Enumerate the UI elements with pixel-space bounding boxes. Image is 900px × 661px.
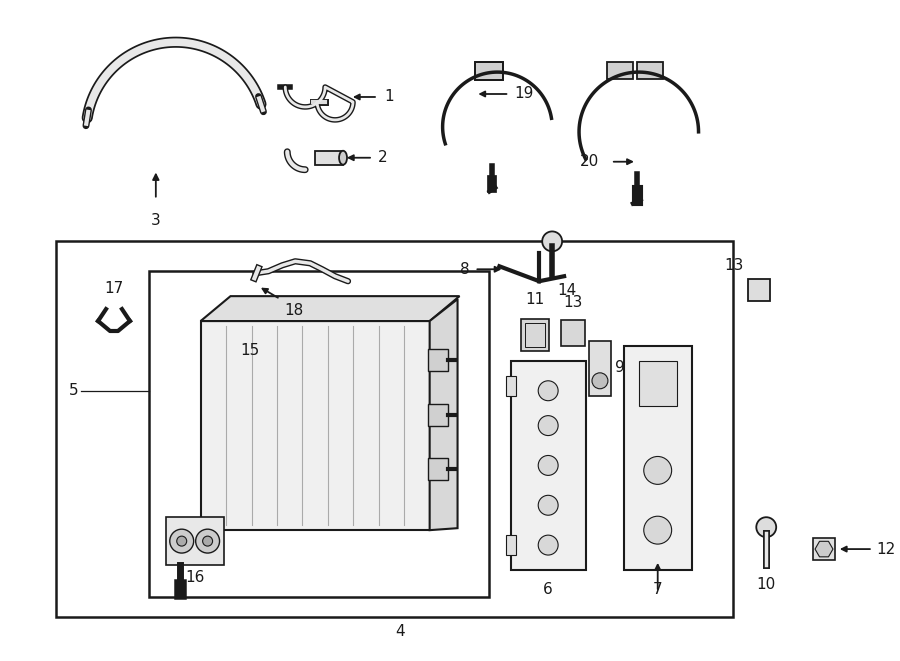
Circle shape	[538, 455, 558, 475]
Bar	[428, 404, 447, 426]
Bar	[624, 346, 691, 570]
Polygon shape	[815, 541, 833, 557]
Text: 12: 12	[877, 541, 896, 557]
Bar	[526, 323, 545, 347]
Bar	[607, 62, 633, 79]
Bar	[637, 62, 662, 79]
Bar	[428, 349, 447, 371]
Text: 13: 13	[724, 258, 743, 273]
Bar	[507, 376, 517, 396]
Text: 2: 2	[378, 150, 388, 165]
Text: 3: 3	[151, 214, 161, 229]
Circle shape	[644, 457, 671, 485]
Circle shape	[538, 381, 558, 401]
Bar	[813, 538, 835, 560]
Text: 4: 4	[395, 624, 405, 639]
Ellipse shape	[339, 151, 347, 165]
Circle shape	[538, 535, 558, 555]
Text: 5: 5	[69, 383, 79, 398]
Bar	[639, 361, 677, 406]
Circle shape	[176, 536, 186, 546]
Text: 7: 7	[652, 582, 662, 597]
Bar	[201, 321, 429, 530]
Text: 6: 6	[544, 582, 553, 597]
Bar	[166, 517, 223, 565]
Bar	[56, 241, 733, 617]
Bar	[475, 62, 503, 80]
Circle shape	[756, 517, 776, 537]
Bar	[511, 361, 586, 570]
Bar	[475, 62, 503, 80]
Text: 15: 15	[240, 344, 260, 358]
Circle shape	[170, 529, 194, 553]
Text: 1: 1	[384, 89, 393, 104]
Polygon shape	[201, 296, 460, 321]
Text: 11: 11	[526, 292, 544, 307]
Circle shape	[195, 529, 220, 553]
Text: 9: 9	[615, 360, 625, 375]
Bar	[507, 535, 517, 555]
Text: 16: 16	[185, 570, 204, 585]
Text: 10: 10	[757, 577, 776, 592]
Bar	[315, 151, 343, 165]
Text: 14: 14	[557, 283, 576, 298]
Text: 20: 20	[580, 154, 599, 169]
Bar	[748, 279, 770, 301]
Text: 13: 13	[563, 295, 583, 310]
Bar	[521, 319, 549, 351]
Text: 19: 19	[514, 87, 534, 102]
Polygon shape	[429, 299, 457, 530]
Bar	[428, 459, 447, 481]
Text: 17: 17	[104, 281, 123, 296]
Circle shape	[538, 495, 558, 515]
Bar	[589, 341, 611, 396]
Circle shape	[542, 231, 562, 251]
Circle shape	[644, 516, 671, 544]
Circle shape	[538, 416, 558, 436]
Text: 8: 8	[460, 262, 470, 277]
Text: 18: 18	[284, 303, 303, 318]
Circle shape	[592, 373, 608, 389]
Bar	[561, 320, 585, 346]
Bar	[148, 271, 490, 597]
Circle shape	[202, 536, 212, 546]
